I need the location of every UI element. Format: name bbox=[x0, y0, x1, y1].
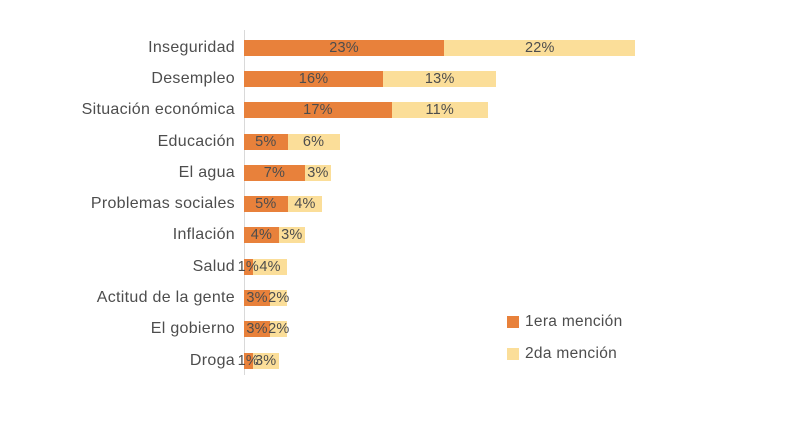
bar-segment-first-mention: 3% bbox=[244, 290, 271, 307]
bar-segment-first-mention: 1% bbox=[238, 352, 259, 369]
bar-value-label: 17% bbox=[303, 102, 333, 119]
bar-segment-first-mention: 17% bbox=[244, 102, 392, 119]
chart-row: Problemas sociales 5% 4% bbox=[0, 188, 792, 219]
bar-stack: 23% 22% bbox=[244, 39, 636, 56]
bar-value-label: 2% bbox=[268, 321, 290, 338]
legend-swatch-second-mention-icon bbox=[507, 348, 519, 360]
bar-segment-first-mention: 3% bbox=[244, 321, 271, 338]
bar-stack: 4% 3% bbox=[244, 227, 305, 244]
legend: 1era mención 2da mención bbox=[507, 311, 623, 375]
bar-segment-second-mention: 3% bbox=[304, 164, 331, 181]
bar-value-label: 1% bbox=[237, 352, 260, 369]
bar-value-label: 11% bbox=[425, 102, 454, 119]
bar-value-label: 3% bbox=[255, 352, 277, 369]
category-label: El agua bbox=[178, 163, 235, 181]
chart-row: Situación económica 17% 11% bbox=[0, 95, 792, 126]
bar-segment-first-mention: 16% bbox=[244, 70, 384, 87]
bar-segment-second-mention: 13% bbox=[383, 70, 497, 87]
category-label: Droga bbox=[189, 351, 235, 369]
chart-row: El gobierno 3% 2% bbox=[0, 314, 792, 345]
chart-row: Inflación 4% 3% bbox=[0, 220, 792, 251]
chart-row: Educación 5% 6% bbox=[0, 126, 792, 157]
bar-value-label: 4% bbox=[294, 196, 316, 213]
category-label: Salud bbox=[192, 257, 235, 275]
bar-value-label: 13% bbox=[424, 70, 455, 87]
bar-stack: 5% 4% bbox=[244, 196, 323, 213]
bar-segment-second-mention: 6% bbox=[287, 133, 340, 150]
chart-row: El agua 7% 3% bbox=[0, 157, 792, 188]
category-label: Inseguridad bbox=[148, 38, 235, 56]
bar-value-label: 5% bbox=[255, 196, 277, 213]
bar-value-label: 16% bbox=[298, 70, 329, 87]
bar-value-label: 3% bbox=[246, 321, 268, 338]
chart-row: Desempleo 16% 13% bbox=[0, 63, 792, 94]
bar-segment-first-mention: 23% bbox=[244, 39, 445, 56]
category-label: Problemas sociales bbox=[90, 195, 235, 213]
bar-segment-first-mention: 7% bbox=[244, 164, 305, 181]
chart-row: Droga 1% 3% bbox=[0, 345, 792, 376]
category-label: Desempleo bbox=[151, 69, 235, 87]
bar-value-label: 1% bbox=[237, 258, 260, 275]
bar-value-label: 22% bbox=[524, 39, 555, 56]
plot-area: Inseguridad 23% 22% Desempleo 16% 13% Situació… bbox=[0, 32, 792, 376]
bar-value-label: 3% bbox=[246, 290, 268, 307]
legend-label-second-mention: 2da mención bbox=[525, 345, 618, 362]
bar-segment-second-mention: 4% bbox=[287, 196, 323, 213]
category-label: Situación económica bbox=[81, 101, 235, 119]
bar-segment-first-mention: 4% bbox=[244, 227, 279, 244]
bar-segment-second-mention: 3% bbox=[278, 227, 305, 244]
chart-row: Inseguridad 23% 22% bbox=[0, 32, 792, 63]
bar-value-label: 2% bbox=[268, 290, 290, 307]
bar-value-label: 4% bbox=[250, 227, 273, 244]
legend-item-second-mention: 2da mención bbox=[507, 343, 623, 365]
bar-stack: 17% 11% bbox=[244, 102, 488, 119]
bar-stack: 3% 2% bbox=[244, 290, 290, 307]
bar-value-label: 6% bbox=[302, 133, 325, 150]
bar-value-label: 3% bbox=[307, 164, 329, 181]
chart-row: Salud 1% 4% bbox=[0, 251, 792, 282]
bar-value-label: 7% bbox=[263, 164, 286, 181]
bar-segment-second-mention: 2% bbox=[268, 321, 290, 338]
chart-row: Actitud de la gente 3% 2% bbox=[0, 282, 792, 313]
legend-item-first-mention: 1era mención bbox=[507, 311, 623, 333]
bar-stack: 1% 3% bbox=[238, 352, 279, 369]
bar-segment-second-mention: 11% bbox=[391, 102, 488, 119]
bar-stack: 7% 3% bbox=[244, 164, 331, 181]
bar-segment-first-mention: 5% bbox=[244, 196, 288, 213]
bar-segment-first-mention: 5% bbox=[244, 133, 288, 150]
bar-stack: 3% 2% bbox=[244, 321, 290, 338]
bar-value-label: 23% bbox=[329, 39, 359, 56]
category-label: Actitud de la gente bbox=[96, 289, 235, 307]
category-label: Educación bbox=[157, 132, 235, 150]
legend-label-first-mention: 1era mención bbox=[525, 313, 623, 330]
bar-value-label: 5% bbox=[255, 133, 277, 150]
bar-segment-second-mention: 22% bbox=[444, 39, 636, 56]
bar-segment-second-mention: 2% bbox=[268, 290, 290, 307]
bar-stack: 16% 13% bbox=[244, 70, 497, 87]
bar-value-label: 4% bbox=[259, 258, 281, 275]
bar-stack: 1% 4% bbox=[238, 258, 288, 275]
bar-stack: 5% 6% bbox=[244, 133, 340, 150]
bar-segment-second-mention: 3% bbox=[252, 352, 279, 369]
category-label: Inflación bbox=[172, 226, 235, 244]
bar-segment-second-mention: 4% bbox=[252, 258, 288, 275]
bar-segment-first-mention: 1% bbox=[238, 258, 259, 275]
bar-value-label: 3% bbox=[281, 227, 303, 244]
legend-swatch-first-mention-icon bbox=[507, 316, 519, 328]
category-label: El gobierno bbox=[150, 320, 235, 338]
